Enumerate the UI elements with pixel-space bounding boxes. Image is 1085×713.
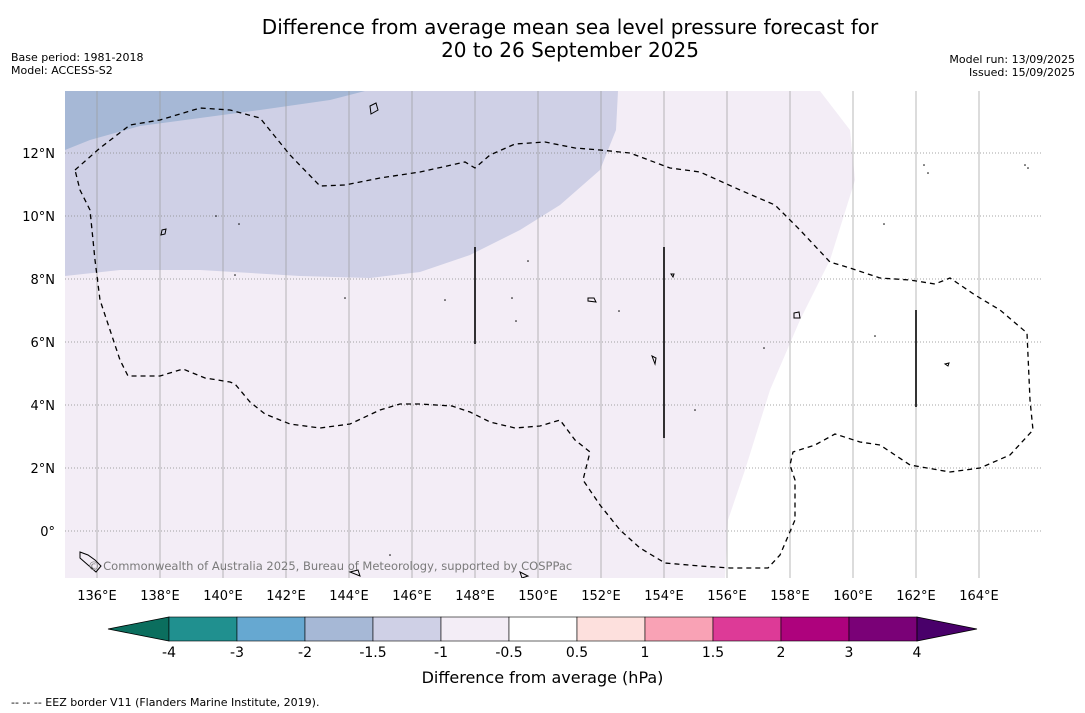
map-title-line1: Difference from average mean sea level p…: [261, 15, 879, 39]
base-period-text: Base period: 1981-2018: [11, 51, 144, 64]
colorbar-tick-label: 4: [912, 645, 922, 661]
colorbar-bin: [780, 616, 850, 642]
colorbar-tick-label: 3: [844, 645, 854, 661]
lon-label: 138°E: [140, 589, 180, 604]
colorbar: [107, 616, 978, 642]
colorbar-bin: [508, 616, 578, 642]
lon-label: 162°E: [896, 589, 936, 604]
lat-axis-labels: 12°N 10°N 8°N 6°N 4°N 2°N 0°: [22, 147, 55, 540]
model-run-text: Model run: 13/09/2025: [949, 53, 1075, 66]
lat-label: 8°N: [31, 273, 56, 288]
meta-right: Model run: 13/09/2025 Issued: 15/09/2025: [949, 53, 1075, 79]
lon-label: 160°E: [833, 589, 873, 604]
lon-axis-labels: 136°E 138°E 140°E 142°E 144°E 146°E 148°…: [77, 589, 999, 604]
lon-label: 140°E: [203, 589, 243, 604]
lon-label: 146°E: [392, 589, 432, 604]
lon-label: 156°E: [707, 589, 747, 604]
issued-text: Issued: 15/09/2025: [968, 66, 1075, 79]
map-plot-area: [65, 91, 1042, 578]
lat-label: 6°N: [31, 336, 56, 351]
anomaly-zone-minus-1-5: [65, 91, 365, 150]
colorbar-bin: [236, 616, 306, 642]
colorbar-bin: [372, 616, 442, 642]
lat-label: 4°N: [31, 399, 56, 414]
lat-grid-lines: [65, 152, 1042, 532]
colorbar-tick-label: 1.5: [701, 645, 725, 661]
colorbar-under-arrow: [107, 616, 170, 642]
lat-label: 0°: [40, 525, 55, 540]
colorbar-bin: [848, 616, 918, 642]
colorbar-bin: [168, 616, 238, 642]
colorbar-tick-label: 1: [640, 645, 650, 661]
colorbar-title: Difference from average (hPa): [421, 668, 664, 687]
colorbar-tick-label: -2: [298, 645, 312, 661]
colorbar-bin: [304, 616, 374, 642]
colorbar-over-arrow: [916, 616, 978, 642]
lon-label: 144°E: [329, 589, 369, 604]
lon-label: 158°E: [770, 589, 810, 604]
copyright-text: © Commonwealth of Australia 2025, Bureau…: [88, 559, 573, 573]
meta-left: Base period: 1981-2018 Model: ACCESS-S2: [11, 51, 143, 77]
colorbar-tick-label: 2: [776, 645, 786, 661]
lat-label: 12°N: [22, 147, 55, 162]
lon-label: 136°E: [77, 589, 117, 604]
lon-label: 142°E: [266, 589, 306, 604]
colorbar-bin: [712, 616, 782, 642]
lon-label: 154°E: [644, 589, 684, 604]
anomaly-zone-near-normal: [725, 91, 1042, 578]
colorbar-bin: [440, 616, 510, 642]
colorbar-tick-label: -1: [434, 645, 448, 661]
colorbar-bin: [644, 616, 714, 642]
map-title-line2: 20 to 26 September 2025: [441, 38, 699, 62]
colorbar-tick-label: 0.5: [565, 645, 589, 661]
lat-label: 2°N: [31, 462, 56, 477]
lon-label: 152°E: [581, 589, 621, 604]
lon-label: 148°E: [455, 589, 495, 604]
lon-label: 150°E: [518, 589, 558, 604]
eez-border-palau-fsm: [74, 107, 1034, 569]
small-islets: [215, 164, 1029, 556]
islands: [79, 102, 950, 578]
lat-label: 10°N: [22, 210, 55, 225]
colorbar-tick-label: -1.5: [359, 645, 387, 661]
colorbar-bins: [168, 616, 918, 642]
eez-footnote: -- -- -- EEZ border V11 (Flanders Marine…: [11, 696, 320, 709]
colorbar-tick-label: -4: [162, 645, 176, 661]
colorbar-tick-label: -3: [230, 645, 244, 661]
model-text: Model: ACCESS-S2: [11, 64, 113, 77]
lon-label: 164°E: [959, 589, 999, 604]
zone-boundary-lines: [474, 247, 917, 438]
colorbar-tick-label: -0.5: [495, 645, 523, 661]
colorbar-bin: [576, 616, 646, 642]
grid-lines: [96, 91, 980, 578]
